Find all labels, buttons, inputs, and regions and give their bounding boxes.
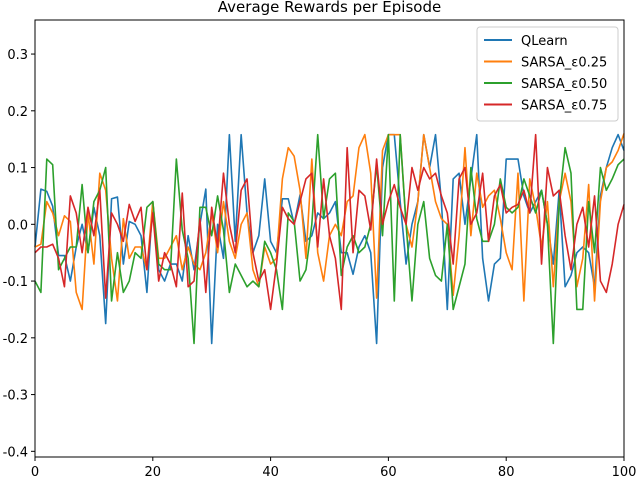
legend: QLearn SARSA_ε0.25 SARSA_ε0.50 SARSA_ε0.75 <box>476 26 619 122</box>
axes-frame <box>34 19 625 458</box>
plot-lines <box>34 133 625 345</box>
y-tick-label: -0.4 <box>3 445 28 460</box>
x-tick-label: 100 <box>612 465 637 480</box>
legend-label: SARSA_ε0.25 <box>521 56 607 71</box>
y-tick-label: -0.2 <box>3 332 28 347</box>
y-tick-label: -0.3 <box>3 389 28 404</box>
x-tick-label: 0 <box>31 465 39 480</box>
legend-label: QLearn <box>521 34 568 49</box>
x-tick-label: 80 <box>498 465 515 480</box>
y-axis: -0.4 -0.3 -0.2 -0.1 0.0 0.1 0.2 0.3 <box>3 48 35 460</box>
x-tick-label: 20 <box>145 465 162 480</box>
legend-box <box>476 26 619 122</box>
series-line-sarsa-0-75 <box>34 133 625 311</box>
y-tick-label: 0.2 <box>7 105 28 120</box>
y-tick-label: 0.1 <box>7 162 28 177</box>
series-line-qlearn <box>34 133 625 345</box>
legend-label: SARSA_ε0.75 <box>521 99 607 114</box>
chart-title: Average Rewards per Episode <box>218 0 441 16</box>
y-tick-label: 0.3 <box>7 48 28 63</box>
legend-label: SARSA_ε0.50 <box>521 77 607 92</box>
x-tick-label: 40 <box>262 465 279 480</box>
series-line-sarsa-0-50 <box>34 133 625 345</box>
y-tick-label: -0.1 <box>3 275 28 290</box>
y-tick-label: 0.0 <box>7 218 28 233</box>
x-axis: 0 20 40 60 80 100 <box>31 457 637 480</box>
x-tick-label: 60 <box>380 465 397 480</box>
